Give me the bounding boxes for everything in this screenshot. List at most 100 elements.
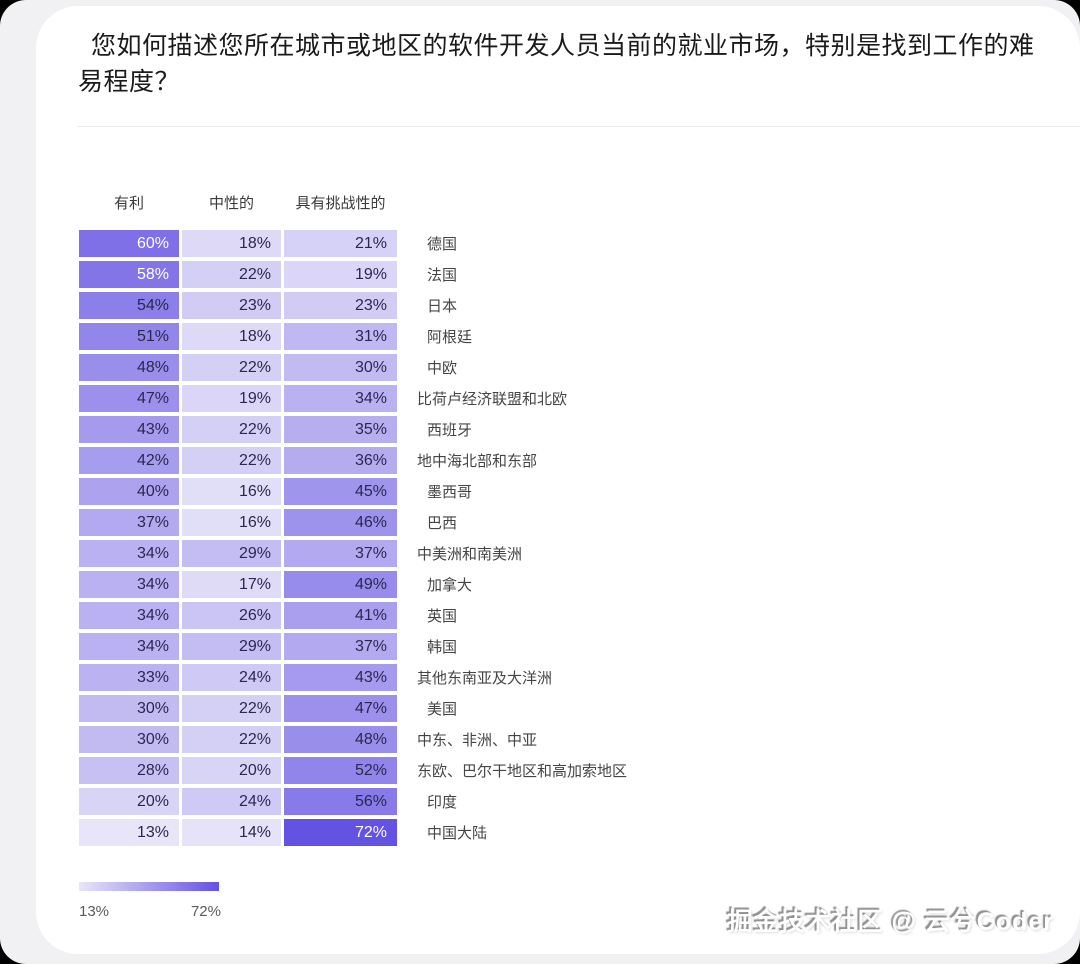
table-row: 42% 22% 36% 地中海北部和东部 — [79, 447, 627, 474]
table-row: 48% 22% 30% 中欧 — [79, 354, 627, 381]
cell-neutral: 29% — [182, 540, 281, 567]
cell-favorable: 13% — [79, 819, 179, 846]
row-label: 巴西 — [427, 515, 458, 532]
cell-challenging: 19% — [284, 261, 397, 288]
table-row: 58% 22% 19% 法国 — [79, 261, 627, 288]
column-header-neutral: 中性的 — [208, 195, 254, 212]
table-row: 60% 18% 21% 德国 — [79, 230, 627, 257]
table-row: 37% 16% 46% 巴西 — [79, 509, 627, 536]
row-label: 其他东南亚及大洋洲 — [417, 670, 553, 687]
cell-neutral: 22% — [182, 354, 281, 381]
cell-challenging: 31% — [284, 323, 397, 350]
cell-favorable: 30% — [79, 726, 179, 753]
row-label: 法国 — [427, 267, 458, 284]
cell-favorable: 43% — [79, 416, 179, 443]
table-row: 54% 23% 23% 日本 — [79, 292, 627, 319]
row-label: 加拿大 — [427, 577, 473, 594]
legend-max-label: 72% — [190, 903, 221, 920]
column-headers: 有利 中性的 具有挑战性的 — [79, 192, 397, 213]
cell-neutral: 26% — [182, 602, 281, 629]
cell-neutral: 16% — [182, 478, 281, 505]
cell-challenging: 45% — [284, 478, 397, 505]
row-label: 比荷卢经济联盟和北欧 — [417, 391, 568, 408]
cell-favorable: 42% — [79, 447, 179, 474]
table-row: 43% 22% 35% 西班牙 — [79, 416, 627, 443]
column-header-challenging: 具有挑战性的 — [295, 195, 386, 212]
column-header-favorable: 有利 — [113, 195, 144, 212]
table-row: 13% 14% 72% 中国大陆 — [79, 819, 627, 846]
table-row: 47% 19% 34% 比荷卢经济联盟和北欧 — [79, 385, 627, 412]
cell-favorable: 51% — [79, 323, 179, 350]
cell-favorable: 34% — [79, 540, 179, 567]
legend-labels: 13% 72% — [79, 903, 221, 920]
cell-neutral: 17% — [182, 571, 281, 598]
table-row: 20% 24% 56% 印度 — [79, 788, 627, 815]
divider — [78, 126, 1080, 127]
legend-gradient-bar — [79, 882, 219, 891]
table-row: 51% 18% 31% 阿根廷 — [79, 323, 627, 350]
row-label: 东欧、巴尔干地区和高加索地区 — [417, 763, 628, 780]
row-label: 韩国 — [427, 639, 458, 656]
row-label: 地中海北部和东部 — [417, 453, 538, 470]
cell-favorable: 34% — [79, 571, 179, 598]
cell-challenging: 41% — [284, 602, 397, 629]
row-label: 中国大陆 — [427, 825, 488, 842]
table-row: 30% 22% 47% 美国 — [79, 695, 627, 722]
cell-neutral: 22% — [182, 447, 281, 474]
cell-challenging: 46% — [284, 509, 397, 536]
cell-neutral: 22% — [182, 416, 281, 443]
cell-favorable: 58% — [79, 261, 179, 288]
cell-neutral: 22% — [182, 261, 281, 288]
row-label: 墨西哥 — [427, 484, 473, 501]
color-legend: 13% 72% — [79, 882, 221, 920]
cell-neutral: 18% — [182, 323, 281, 350]
table-row: 33% 24% 43% 其他东南亚及大洋洲 — [79, 664, 627, 691]
row-label: 德国 — [427, 236, 458, 253]
row-label: 日本 — [427, 298, 458, 315]
cell-favorable: 47% — [79, 385, 179, 412]
cell-challenging: 23% — [284, 292, 397, 319]
question-title: 您如何描述您所在城市或地区的软件开发人员当前的就业市场，特别是找到工作的难易程度… — [78, 32, 1035, 96]
cell-favorable: 20% — [79, 788, 179, 815]
cell-neutral: 24% — [182, 788, 281, 815]
table-row: 34% 29% 37% 中美洲和南美洲 — [79, 540, 627, 567]
table-row: 30% 22% 48% 中东、非洲、中亚 — [79, 726, 627, 753]
watermark: 掘金技术社区 @ 云兮Coder — [727, 908, 1054, 936]
cell-neutral: 22% — [182, 695, 281, 722]
row-label: 阿根廷 — [427, 329, 473, 346]
legend-min-label: 13% — [79, 903, 110, 920]
table-row: 34% 26% 41% 英国 — [79, 602, 627, 629]
cell-challenging: 49% — [284, 571, 397, 598]
table-row: 28% 20% 52% 东欧、巴尔干地区和高加索地区 — [79, 757, 627, 784]
cell-neutral: 22% — [182, 726, 281, 753]
cell-challenging: 21% — [284, 230, 397, 257]
cell-challenging: 34% — [284, 385, 397, 412]
cell-challenging: 36% — [284, 447, 397, 474]
cell-challenging: 43% — [284, 664, 397, 691]
cell-neutral: 14% — [182, 819, 281, 846]
cell-favorable: 34% — [79, 602, 179, 629]
cell-favorable: 40% — [79, 478, 179, 505]
cell-challenging: 37% — [284, 633, 397, 660]
row-label: 中东、非洲、中亚 — [417, 732, 538, 749]
table-row: 40% 16% 45% 墨西哥 — [79, 478, 627, 505]
cell-favorable: 54% — [79, 292, 179, 319]
heatmap-table: 60% 18% 21% 德国 58% 22% 19% 法国 54% 23% 23% 日本 51% 18% 3… — [79, 230, 627, 850]
row-label: 中欧 — [427, 360, 458, 377]
cell-challenging: 72% — [284, 819, 397, 846]
cell-favorable: 33% — [79, 664, 179, 691]
cell-favorable: 28% — [79, 757, 179, 784]
cell-favorable: 48% — [79, 354, 179, 381]
cell-challenging: 48% — [284, 726, 397, 753]
cell-challenging: 52% — [284, 757, 397, 784]
cell-neutral: 23% — [182, 292, 281, 319]
row-label: 中美洲和南美洲 — [417, 546, 523, 563]
chart-card: 您如何描述您所在城市或地区的软件开发人员当前的就业市场，特别是找到工作的难易程度… — [36, 6, 1080, 954]
cell-neutral: 20% — [182, 757, 281, 784]
cell-challenging: 37% — [284, 540, 397, 567]
cell-neutral: 19% — [182, 385, 281, 412]
cell-neutral: 24% — [182, 664, 281, 691]
cell-favorable: 34% — [79, 633, 179, 660]
row-label: 印度 — [427, 794, 458, 811]
